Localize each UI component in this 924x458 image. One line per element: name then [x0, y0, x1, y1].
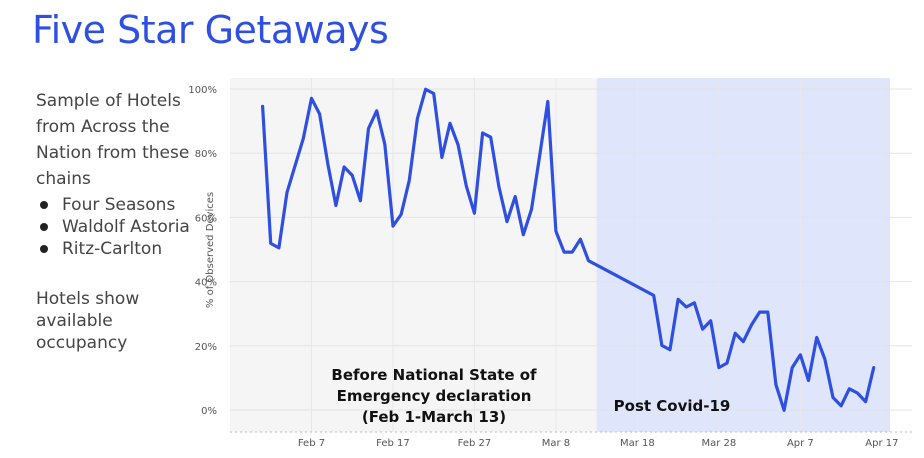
x-tick-label: Apr 7	[787, 438, 814, 449]
pre-emergency-label: (Feb 1-March 13)	[362, 408, 506, 426]
data-point	[408, 179, 411, 181]
data-point	[677, 298, 679, 301]
data-point	[326, 162, 329, 165]
y-tick-label: 100%	[188, 85, 217, 96]
data-point	[775, 383, 777, 386]
post-covid-band	[596, 78, 890, 432]
data-point	[766, 311, 769, 313]
data-point	[701, 328, 704, 330]
data-point	[318, 113, 321, 115]
x-tick-label: Feb 27	[458, 438, 492, 449]
data-point	[343, 166, 345, 168]
chain-item: Four Seasons	[36, 194, 206, 216]
data-point	[742, 340, 745, 343]
y-tick-label: 0%	[201, 406, 217, 417]
data-point	[432, 92, 435, 95]
data-point	[514, 195, 516, 198]
data-point	[791, 366, 794, 369]
data-point	[571, 251, 574, 253]
data-point	[449, 122, 451, 125]
data-point	[302, 137, 305, 140]
sidebar-note: Hotels show available occupancy	[36, 289, 140, 353]
data-point	[465, 185, 468, 187]
occupancy-series-line	[261, 87, 876, 412]
data-point	[278, 247, 280, 249]
data-point	[693, 301, 696, 304]
data-point	[824, 358, 826, 360]
y-axis-label: % of Observed Devices	[205, 192, 216, 308]
data-point	[856, 392, 859, 394]
x-tick-label: Apr 17	[865, 438, 898, 449]
data-point	[864, 400, 867, 403]
page-title: Five Star Getaways	[32, 8, 389, 52]
data-point	[522, 233, 525, 236]
data-point	[709, 319, 712, 322]
chain-list: Four Seasons Waldolf Astoria Ritz-Carlto…	[36, 194, 206, 260]
data-point	[734, 332, 736, 335]
chain-item: Ritz-Carlton	[36, 238, 206, 260]
data-point	[587, 259, 590, 262]
data-point	[473, 212, 476, 215]
data-point	[783, 409, 785, 412]
data-point	[269, 242, 272, 245]
data-point	[400, 213, 402, 216]
data-point	[848, 388, 851, 390]
y-tick-label: 20%	[195, 342, 217, 353]
data-point	[359, 199, 362, 202]
data-point	[555, 230, 557, 233]
data-point	[832, 396, 834, 399]
data-point	[351, 174, 354, 177]
data-point	[375, 110, 378, 112]
data-point	[424, 88, 427, 91]
data-point	[506, 220, 508, 223]
data-point	[416, 117, 419, 120]
data-point	[335, 204, 337, 207]
post-covid-label: Post Covid-19	[614, 397, 731, 415]
y-tick-label: 40%	[195, 278, 217, 289]
data-point	[799, 353, 802, 356]
pre-emergency-label: Before National State of	[331, 366, 537, 384]
x-tick-label: Feb 17	[376, 438, 410, 449]
sidebar-intro: Sample of Hotels from Across the Nation …	[36, 91, 190, 189]
data-point	[546, 100, 549, 103]
data-point	[538, 155, 541, 157]
chain-item: Waldolf Astoria	[36, 216, 206, 238]
x-tick-label: Feb 7	[298, 438, 325, 449]
data-point	[807, 379, 810, 382]
data-point	[579, 238, 582, 241]
data-point	[718, 366, 720, 369]
y-tick-label: 80%	[195, 149, 217, 160]
data-point	[530, 208, 533, 211]
data-point	[750, 324, 753, 326]
pre-emergency-band	[230, 78, 597, 432]
data-point	[840, 405, 842, 407]
data-point	[261, 105, 264, 108]
data-point	[481, 132, 484, 134]
pre-emergency-label: Emergency declaration	[337, 387, 532, 405]
data-point	[669, 348, 671, 351]
data-point	[685, 306, 688, 308]
data-point	[441, 156, 443, 159]
data-point	[872, 366, 875, 369]
data-point	[286, 191, 288, 194]
y-tick-label: 60%	[195, 213, 217, 224]
data-point	[815, 336, 818, 339]
data-point	[367, 127, 370, 130]
x-tick-label: Mar 18	[620, 438, 655, 449]
x-tick-label: Mar 28	[701, 438, 736, 449]
data-point	[563, 251, 565, 253]
data-point	[726, 362, 728, 364]
data-point	[652, 294, 655, 297]
data-point	[384, 143, 386, 146]
data-point	[661, 344, 663, 347]
sidebar-description: Sample of Hotels from Across the Nation …	[36, 88, 206, 354]
data-point	[310, 97, 313, 100]
data-point	[457, 144, 459, 146]
data-point	[392, 225, 394, 227]
x-tick-label: Mar 8	[542, 438, 570, 449]
data-point	[498, 185, 500, 188]
data-point	[489, 136, 492, 138]
data-point	[758, 311, 761, 313]
